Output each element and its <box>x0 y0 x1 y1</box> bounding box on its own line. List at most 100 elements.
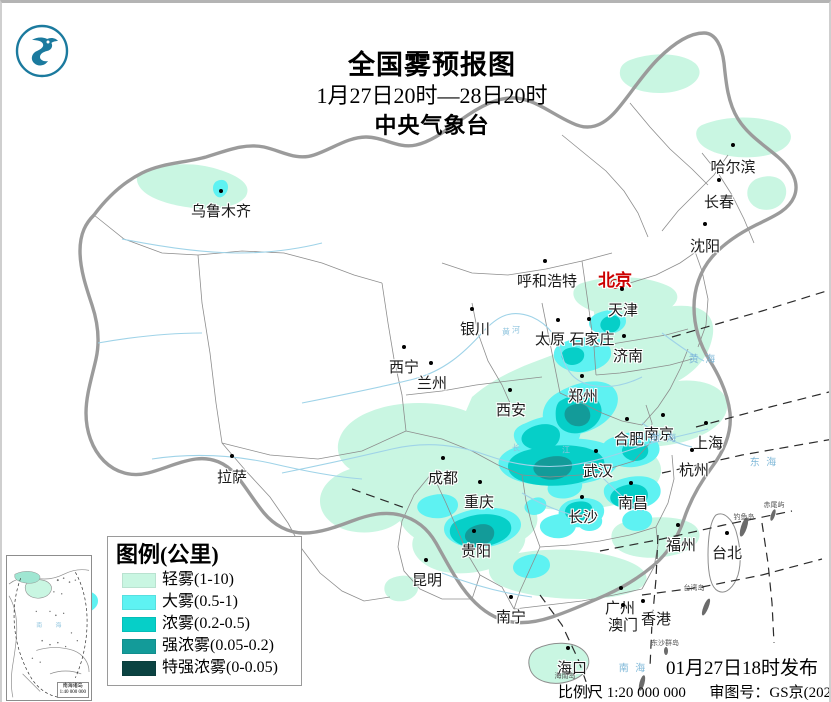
city-marker-dot <box>629 481 633 485</box>
city-marker-dot <box>580 374 584 378</box>
city-marker-dot <box>470 307 474 311</box>
inset-scale-ratio: 1:40 000 000 <box>59 690 86 695</box>
city-marker-dot <box>620 287 624 291</box>
national-border <box>78 31 798 625</box>
rivers-layer <box>97 238 709 598</box>
city-marker-dot <box>472 529 476 533</box>
legend-rows: 轻雾(1-10) 大雾(0.5-1) 浓雾(0.2-0.5) 强浓雾(0.05-0.2… <box>116 569 294 679</box>
islet-label: 海南岛 <box>554 672 576 680</box>
islet-label: 东沙群岛 <box>651 639 679 647</box>
river-label: 河 <box>512 325 520 335</box>
city-label: 长沙 <box>567 510 599 526</box>
city-marker-dot <box>402 345 406 349</box>
scale-label: 比例尺 1:20 000 000 <box>558 685 686 701</box>
city-marker-dot <box>478 480 482 484</box>
city-marker-dot <box>230 454 234 458</box>
legend-label: 强浓雾(0.05-0.2) <box>162 637 274 654</box>
inset-scale-title: 南海诸岛 <box>62 684 83 689</box>
city-label: 澳门 <box>607 618 639 634</box>
issue-time-label: 01月27日18时发布 <box>666 658 819 679</box>
city-label: 呼和浩特 <box>516 274 578 290</box>
river-label: 黄 <box>502 327 510 337</box>
river-label: 江 <box>634 435 642 445</box>
legend-row: 特强浓雾(0-0.05) <box>116 657 294 679</box>
legend-label: 浓雾(0.2-0.5) <box>162 615 250 632</box>
city-label: 长春 <box>703 195 735 211</box>
sea-label: 南 海 <box>618 663 648 675</box>
city-marker-dot <box>509 595 513 599</box>
city-marker-dot <box>621 603 625 607</box>
city-marker-dot <box>580 495 584 499</box>
city-label: 杭州 <box>678 463 710 479</box>
city-label: 哈尔滨 <box>710 160 756 176</box>
legend-color-swatch <box>122 572 156 588</box>
footer-line: 比例尺 1:20 000 000 审图号：GS京(2024)0236号 <box>558 681 829 702</box>
city-label: 海口 <box>556 661 588 677</box>
city-label: 沈阳 <box>689 239 721 255</box>
river-label: 江 <box>562 445 570 455</box>
city-label: 台北 <box>711 546 743 562</box>
city-label: 福州 <box>665 538 697 554</box>
legend-color-swatch <box>122 616 156 632</box>
city-marker-dot <box>625 417 629 421</box>
legend-color-swatch <box>122 638 156 654</box>
city-marker-dot <box>619 586 623 590</box>
city-label: 郑州 <box>567 389 599 405</box>
islet-label: 钓鱼岛 <box>733 513 755 521</box>
hainan-island <box>528 642 590 684</box>
legend-label: 轻雾(1-10) <box>162 571 234 588</box>
river-label: 长 <box>512 443 520 453</box>
city-label: 重庆 <box>463 495 495 511</box>
legend-row: 大雾(0.5-1) <box>116 591 294 613</box>
legend-row: 浓雾(0.2-0.5) <box>116 613 294 635</box>
legend-row: 强浓雾(0.05-0.2) <box>116 635 294 657</box>
south-china-sea-inset: 南 海 南海诸岛 1:40 000 000 <box>6 555 92 701</box>
city-label: 南京 <box>643 427 675 443</box>
city-marker-dot <box>508 388 512 392</box>
taiwan-island <box>707 513 741 593</box>
islet-label: 台湾岛 <box>683 584 705 592</box>
city-marker-dot <box>661 413 665 417</box>
city-marker-dot <box>731 143 735 147</box>
city-marker-dot <box>717 178 721 182</box>
city-label: 上海 <box>692 436 724 452</box>
sea-boundary-lines <box>351 289 829 694</box>
legend-row: 轻雾(1-10) <box>116 569 294 591</box>
city-marker-dot <box>543 259 547 263</box>
legend-color-swatch <box>122 660 156 676</box>
city-marker-dot <box>704 421 708 425</box>
city-marker-dot <box>676 523 680 527</box>
city-label: 银川 <box>459 322 491 338</box>
cma-dragon-logo <box>14 23 70 79</box>
city-marker-dot <box>622 334 626 338</box>
city-label: 广州 <box>604 601 636 617</box>
city-label: 北京 <box>598 271 632 290</box>
page-title: 全国雾预报图 <box>348 50 516 80</box>
city-label: 合肥 <box>613 432 645 448</box>
city-marker-dot <box>441 456 445 460</box>
city-marker-dot <box>641 599 645 603</box>
city-label: 太原 <box>534 332 566 348</box>
city-label: 昆明 <box>411 573 443 589</box>
svg-text:南 海: 南 海 <box>36 621 67 629</box>
sea-label: 黄 海 <box>688 354 718 366</box>
islets-layer <box>638 509 776 691</box>
city-marker-dot <box>610 279 620 289</box>
province-borders <box>93 102 755 610</box>
city-label: 天津 <box>607 303 639 319</box>
city-label: 拉萨 <box>216 470 248 486</box>
city-marker-dot <box>566 646 570 650</box>
city-label: 西安 <box>495 403 527 419</box>
city-label: 石家庄 <box>569 332 615 348</box>
forecast-period: 1月27日20时—28日20时 <box>316 83 548 108</box>
legend-title: 图例(公里) <box>116 542 219 567</box>
city-marker-dot <box>424 558 428 562</box>
city-label: 成都 <box>427 471 459 487</box>
issuer-name: 中央气象台 <box>374 113 490 138</box>
city-marker-dot <box>594 449 598 453</box>
city-marker-dot <box>690 448 694 452</box>
city-marker-dot <box>725 531 729 535</box>
city-label: 武汉 <box>582 464 614 480</box>
city-marker-dot <box>219 189 223 193</box>
